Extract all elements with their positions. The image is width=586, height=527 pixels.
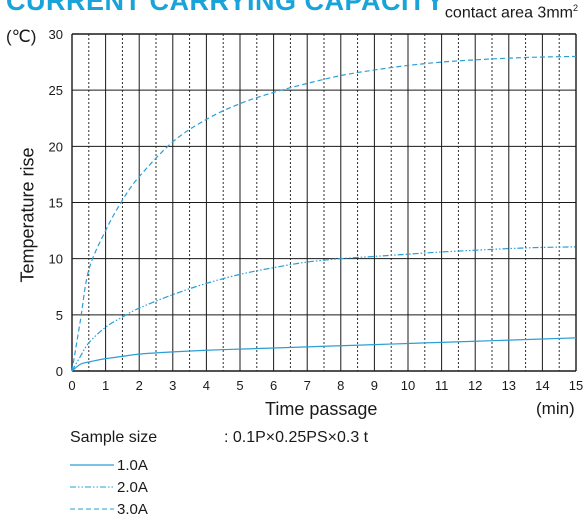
x-tick-label: 13 <box>502 378 516 393</box>
y-unit-label: (℃) <box>6 27 37 46</box>
x-tick-label: 12 <box>468 378 482 393</box>
legend-label: 2.0A <box>117 478 148 496</box>
sample-size-label: Sample size <box>70 429 158 446</box>
legend-label: 3.0A <box>117 500 148 518</box>
y-tick-label: 5 <box>56 308 63 323</box>
legend-swatch-dashed <box>70 508 114 510</box>
x-tick-label: 1 <box>102 378 109 393</box>
x-tick-label: 6 <box>270 378 277 393</box>
x-tick-label: 4 <box>203 378 210 393</box>
x-tick-label: 10 <box>401 378 415 393</box>
x-tick-label: 14 <box>535 378 549 393</box>
chart-subtitle: contact area 3mm2 <box>445 3 578 22</box>
y-tick-label: 0 <box>56 364 63 379</box>
y-tick-label: 20 <box>49 139 63 154</box>
legend-item-3-0a: 3.0A <box>68 498 148 520</box>
x-tick-label: 11 <box>435 378 449 393</box>
x-tick-label: 15 <box>569 378 583 393</box>
legend-swatch-dash-dot-dot <box>70 486 114 488</box>
legend-item-2-0a: 2.0A <box>68 476 148 498</box>
legend-swatch-solid <box>70 464 114 466</box>
y-tick-label: 30 <box>49 27 63 42</box>
subtitle-text: contact area 3mm <box>444 4 573 22</box>
legend-label: 1.0A <box>117 456 148 474</box>
x-tick-label: 5 <box>236 378 243 393</box>
x-tick-label: 9 <box>371 378 378 393</box>
series-line-3-0a <box>71 55 577 372</box>
x-tick-label: 2 <box>136 378 143 393</box>
sample-size-spec: : 0.1P×0.25PS×0.3 t <box>224 429 369 446</box>
legend-item-1-0a: 1.0A <box>68 454 148 476</box>
subtitle-superscript: 2 <box>572 3 578 13</box>
y-tick-label: 10 <box>49 252 63 267</box>
series-line-1-0a <box>71 337 577 372</box>
x-tick-label: 7 <box>304 378 311 393</box>
x-axis-label: Time passage <box>265 399 378 419</box>
y-tick-label: 15 <box>49 196 63 211</box>
y-tick-label: 25 <box>49 83 63 98</box>
legend: 1.0A 2.0A 3.0A <box>68 454 148 520</box>
page-title: CURRENT CARRYING CAPACITY <box>6 0 445 16</box>
x-tick-label: 8 <box>337 378 344 393</box>
x-tick-label: 3 <box>169 378 176 393</box>
series-line-2-0a <box>71 246 577 372</box>
x-tick-label: 0 <box>68 378 75 393</box>
x-unit-label: (min) <box>536 399 575 418</box>
